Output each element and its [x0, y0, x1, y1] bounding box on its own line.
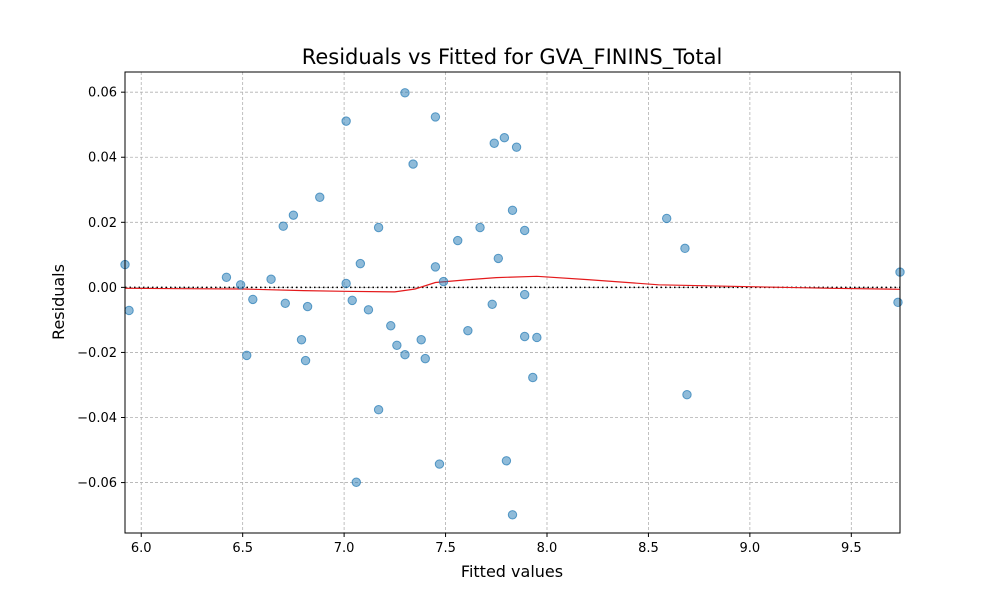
residual-points: [120, 88, 905, 520]
x-tick-label: 6.5: [232, 541, 253, 556]
residual-point: [893, 297, 903, 308]
residual-point: [528, 372, 538, 383]
residual-point: [266, 274, 276, 284]
residual-point: [302, 301, 313, 312]
plot-frame: [124, 71, 901, 534]
residual-point: [248, 294, 258, 305]
residual-point: [347, 295, 357, 306]
y-tick-label: −0.04: [77, 411, 117, 426]
residual-point: [392, 340, 402, 350]
residual-point: [430, 262, 441, 272]
residual-point: [519, 331, 530, 342]
residual-point: [280, 298, 290, 309]
lowess-smoother-line: [124, 275, 901, 293]
y-tick-label: 0.00: [88, 281, 117, 296]
y-tick-label: −0.06: [77, 476, 117, 491]
residual-point: [300, 355, 311, 366]
y-axis-ticks: −0.06 −0.04 −0.02 0.00 0.02 0.04 0.06: [77, 86, 125, 491]
residual-point: [682, 390, 692, 400]
residual-point: [296, 335, 307, 345]
x-tick-label: 8.0: [537, 541, 558, 556]
residual-point: [430, 112, 441, 122]
residual-point: [235, 280, 246, 290]
residual-point: [355, 258, 366, 269]
y-tick-label: 0.06: [88, 86, 117, 101]
residual-point: [499, 133, 510, 143]
residual-point: [341, 116, 351, 126]
x-axis-label: Fitted values: [461, 562, 563, 581]
residual-point: [400, 88, 410, 98]
residual-point: [487, 299, 497, 309]
y-tick-label: 0.04: [88, 151, 117, 166]
residual-point: [438, 276, 449, 287]
residual-point: [532, 332, 542, 343]
residual-point: [434, 459, 445, 469]
residual-point: [124, 305, 134, 316]
residual-point: [501, 456, 512, 466]
y-axis-label: Residuals: [49, 264, 68, 340]
residual-point: [475, 222, 485, 233]
x-tick-label: 8.5: [638, 541, 659, 556]
residual-point: [386, 321, 396, 331]
x-tick-label: 9.0: [740, 541, 761, 556]
residual-point: [507, 205, 518, 215]
residual-point: [680, 243, 690, 254]
residual-point: [373, 222, 384, 233]
residual-point: [519, 225, 530, 236]
y-tick-label: 0.02: [88, 216, 117, 231]
x-tick-label: 7.5: [435, 541, 456, 556]
grid-lines: [125, 72, 900, 533]
residual-point: [507, 510, 518, 520]
residual-point: [420, 353, 430, 364]
residual-point: [315, 192, 325, 202]
x-tick-label: 6.0: [131, 541, 152, 556]
residual-point: [278, 221, 288, 231]
residual-point: [493, 253, 503, 264]
residual-point: [221, 272, 232, 282]
residual-point: [489, 138, 499, 148]
x-tick-label: 7.0: [334, 541, 355, 556]
residual-point: [511, 142, 522, 152]
residual-point: [463, 325, 473, 336]
x-tick-label: 9.5: [841, 541, 862, 556]
residual-point: [242, 350, 252, 361]
residual-point: [351, 477, 361, 487]
residual-point: [341, 278, 351, 289]
residual-point: [400, 350, 410, 360]
residual-point: [661, 213, 672, 224]
chart-title: Residuals vs Fitted for GVA_FININS_Total: [302, 45, 723, 70]
residual-point: [519, 289, 530, 300]
residual-point: [288, 210, 299, 220]
residual-point: [416, 335, 426, 345]
x-axis-ticks: 6.0 6.5 7.0 7.5 8.0 8.5 9.0 9.5: [131, 533, 862, 556]
residual-point: [453, 235, 463, 246]
residual-point: [408, 159, 418, 169]
residual-point: [373, 404, 384, 415]
y-tick-label: −0.02: [77, 346, 117, 361]
residual-point: [363, 305, 374, 315]
